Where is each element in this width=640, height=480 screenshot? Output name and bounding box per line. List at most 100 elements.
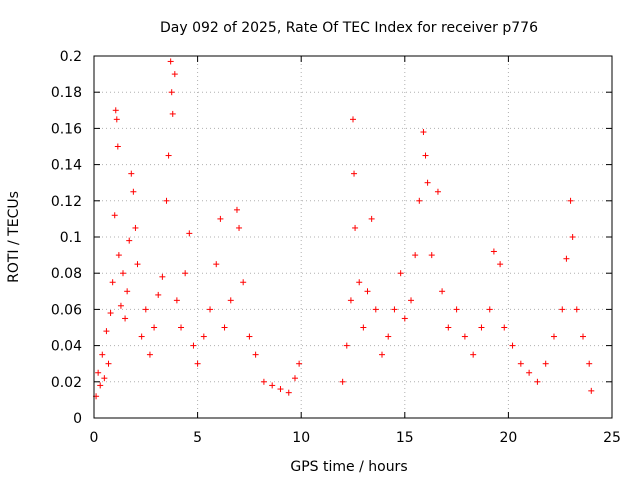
x-tick-label: 15 [396,430,414,446]
data-point [401,315,408,322]
data-point [95,369,102,376]
y-tick-label: 0.04 [51,339,82,355]
data-point [115,252,122,259]
data-point [470,351,477,358]
data-point [569,234,576,240]
y-tick-label: 0.1 [60,230,82,246]
data-point [124,288,131,295]
data-point [364,288,371,295]
data-point [227,297,234,304]
data-point [132,224,139,231]
data-point [105,360,112,367]
data-point [190,342,197,349]
x-tick-label: 10 [292,430,310,446]
data-point [343,342,350,349]
x-tick-label: 5 [193,430,202,446]
data-point [117,302,124,309]
data-point [101,375,108,382]
data-point [233,206,240,213]
data-point [550,333,557,340]
data-point [453,306,460,313]
data-point [445,324,452,331]
data-point [130,188,137,195]
data-point [526,369,533,376]
x-axis-label: GPS time / hours [290,459,407,475]
data-point [385,333,392,340]
data-point [408,297,415,304]
data-point [126,237,133,244]
data-point [509,342,516,349]
data-point [351,170,358,177]
data-point [240,279,247,286]
y-axis-label: ROTI / TECUs [6,191,22,283]
data-point [200,333,207,340]
data-point [356,279,363,286]
data-point [169,110,176,117]
data-point [517,360,524,367]
data-point [563,255,570,262]
x-tick-labels: 0 5 10 15 20 25 [90,430,621,446]
y-tick-label: 0.16 [51,121,82,137]
y-tick-labels: 0 0.02 0.04 0.06 0.08 0.1 0.12 0.14 0.16 0.18 0.2 [51,49,82,427]
data-point [213,261,220,268]
data-point [194,360,201,367]
data-point [221,324,228,331]
data-point [163,197,170,204]
x-tick-label: 25 [603,430,621,446]
data-point [134,261,141,268]
y-tick-label: 0.14 [51,158,82,174]
data-point [422,152,429,159]
data-point [128,170,135,177]
data-point [428,252,435,259]
data-point [397,270,404,277]
y-tick-label: 0 [73,411,82,427]
chart-title: Day 092 of 2025, Rate Of TEC Index for r… [160,20,538,36]
data-point [122,315,129,322]
y-tick-label: 0.06 [51,302,82,318]
data-point [277,386,284,393]
data-point [99,351,106,358]
data-point [178,324,185,331]
data-point [368,215,375,222]
data-point [97,382,104,389]
data-point [252,351,259,358]
data-point [391,306,398,313]
data-point [171,71,178,78]
data-point [182,270,189,277]
data-point [109,279,116,286]
data-point [339,378,346,385]
data-point [439,288,446,295]
x-tick-label: 20 [499,430,517,446]
data-point [291,375,298,382]
data-point [420,129,427,136]
data-point [352,224,359,231]
data-point [107,310,114,317]
y-tick-label: 0.08 [51,266,82,282]
data-point [103,328,110,335]
data-point [217,215,224,222]
data-point [142,306,149,313]
data-point [478,324,485,331]
data-point [588,387,595,394]
data-point [434,188,441,195]
data-point [138,333,145,340]
data-point [186,230,193,237]
data-point [424,179,431,186]
data-point [567,197,574,204]
data-point [559,306,566,313]
y-tick-label: 0.12 [51,194,82,210]
data-point [497,261,504,268]
data-point [534,378,541,385]
data-point [579,333,586,340]
data-point [360,324,367,331]
data-point [372,306,379,313]
data-point [173,297,180,304]
data-point [112,107,119,114]
data-point [542,360,549,367]
data-point [165,152,172,159]
data-point [412,252,419,259]
data-point [151,324,158,331]
data-point [168,89,175,96]
data-point [246,333,253,340]
